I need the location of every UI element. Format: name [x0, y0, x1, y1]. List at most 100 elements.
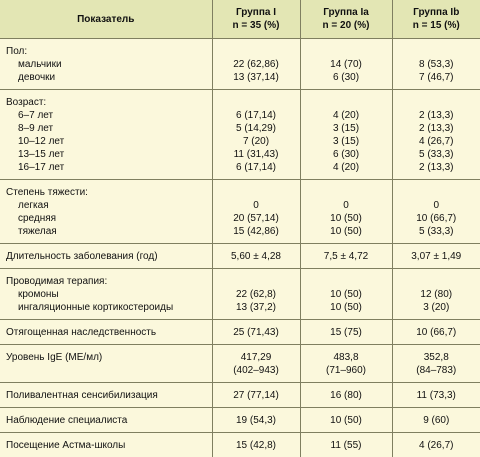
table-row: Возраст:: [0, 90, 480, 110]
cell-value: 10 (50): [300, 212, 392, 225]
cell-value: 9 (60): [392, 408, 480, 433]
cell-value: 352,8: [392, 345, 480, 365]
cell-value: 7 (46,7): [392, 71, 480, 90]
row-label: девочки: [0, 71, 212, 90]
cell-value: (71–960): [300, 364, 392, 383]
cell-value: (84–783): [392, 364, 480, 383]
cell-value: 8 (53,3): [392, 58, 480, 71]
cell-value: 14 (70): [300, 58, 392, 71]
row-label: ингаляционные кортикостероиды: [0, 301, 212, 320]
cell-value: [212, 180, 300, 200]
row-label: Отягощенная наследственность: [0, 320, 212, 345]
table-row: Длительность заболевания (год)5,60 ± 4,2…: [0, 244, 480, 269]
cell-value: 13 (37,2): [212, 301, 300, 320]
header-text: Группа Ia: [301, 6, 392, 19]
cell-value: [212, 269, 300, 289]
cell-value: 6 (30): [300, 148, 392, 161]
cell-value: 0: [392, 199, 480, 212]
row-label: Поливалентная сенсибилизация: [0, 383, 212, 408]
cell-value: 2 (13,3): [392, 122, 480, 135]
cell-value: 15 (75): [300, 320, 392, 345]
cell-value: [300, 180, 392, 200]
row-label: Уровень IgE (МЕ/мл): [0, 345, 212, 365]
cell-value: 10 (50): [300, 225, 392, 244]
cell-value: [212, 90, 300, 110]
cell-value: 11 (55): [300, 433, 392, 457]
cell-value: 417,29: [212, 345, 300, 365]
header-text: Показатель: [0, 13, 212, 26]
cell-value: 10 (66,7): [392, 212, 480, 225]
cell-value: 4 (26,7): [392, 135, 480, 148]
row-label: средняя: [0, 212, 212, 225]
cell-value: 483,8: [300, 345, 392, 365]
cell-value: 3 (20): [392, 301, 480, 320]
row-label: Пол:: [0, 39, 212, 59]
cell-value: 15 (42,8): [212, 433, 300, 457]
cell-value: 19 (54,3): [212, 408, 300, 433]
row-label: мальчики: [0, 58, 212, 71]
cell-value: 5,60 ± 4,28: [212, 244, 300, 269]
cell-value: 3 (15): [300, 122, 392, 135]
cell-value: 2 (13,3): [392, 109, 480, 122]
row-label: Возраст:: [0, 90, 212, 110]
cell-value: 6 (17,14): [212, 161, 300, 180]
cell-value: 7 (20): [212, 135, 300, 148]
cell-value: 13 (37,14): [212, 71, 300, 90]
cell-value: 20 (57,14): [212, 212, 300, 225]
cell-value: [212, 39, 300, 59]
table-row: Пол:: [0, 39, 480, 59]
table-row: Степень тяжести:: [0, 180, 480, 200]
row-label: 16–17 лет: [0, 161, 212, 180]
row-label: тяжелая: [0, 225, 212, 244]
cell-value: 5 (14,29): [212, 122, 300, 135]
row-group: Длительность заболевания (год)5,60 ± 4,2…: [0, 244, 480, 269]
cell-value: 10 (50): [300, 408, 392, 433]
row-label: Степень тяжести:: [0, 180, 212, 200]
cell-value: 22 (62,8): [212, 288, 300, 301]
cell-value: 4 (20): [300, 161, 392, 180]
row-label: легкая: [0, 199, 212, 212]
header-text: n = 20 (%): [301, 19, 392, 32]
cell-value: 22 (62,86): [212, 58, 300, 71]
table-row: (402–943)(71–960)(84–783): [0, 364, 480, 383]
row-label: 6–7 лет: [0, 109, 212, 122]
cell-value: 5 (33,3): [392, 225, 480, 244]
row-label: 10–12 лет: [0, 135, 212, 148]
row-label: 8–9 лет: [0, 122, 212, 135]
header-cell: Показатель: [0, 0, 212, 39]
cell-value: 25 (71,43): [212, 320, 300, 345]
row-label: Наблюдение специалиста: [0, 408, 212, 433]
cell-value: 3 (15): [300, 135, 392, 148]
row-label: кромоны: [0, 288, 212, 301]
cell-value: 2 (13,3): [392, 161, 480, 180]
row-label: Длительность заболевания (год): [0, 244, 212, 269]
row-label: [0, 364, 212, 383]
cell-value: 6 (17,14): [212, 109, 300, 122]
row-label: Проводимая терапия:: [0, 269, 212, 289]
cell-value: 0: [300, 199, 392, 212]
cell-value: [300, 39, 392, 59]
